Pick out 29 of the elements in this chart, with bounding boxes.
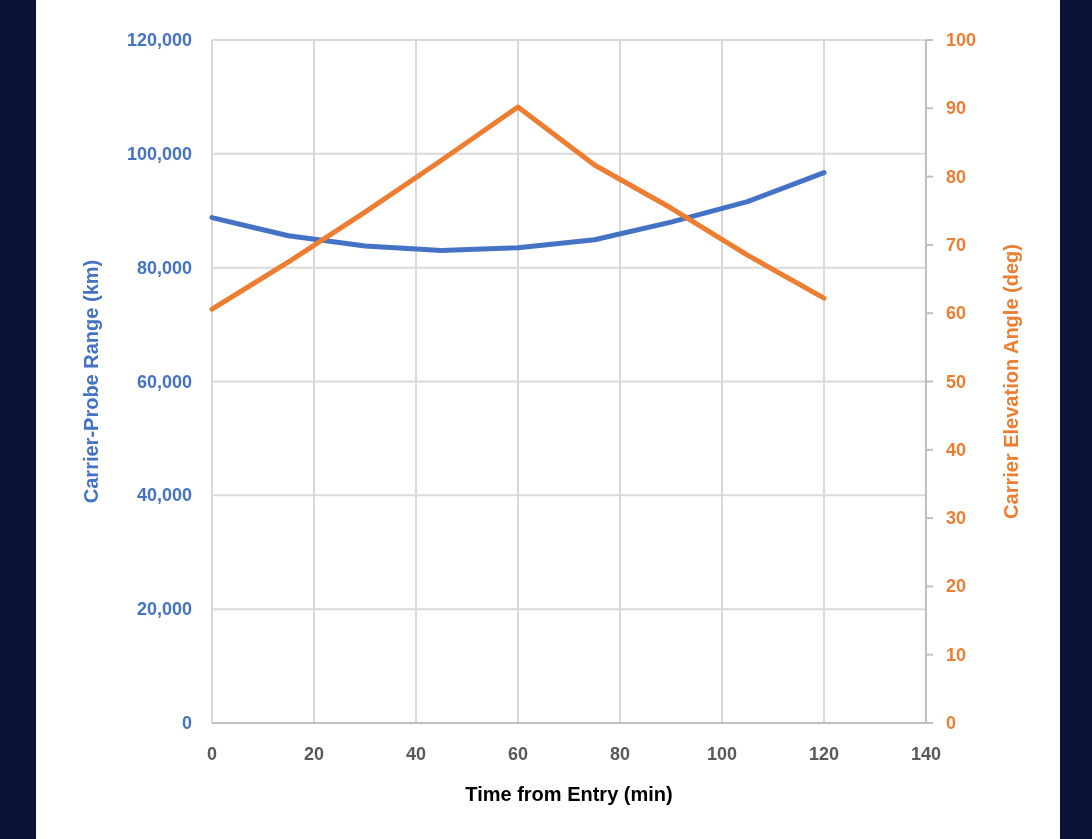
y-tick-label: 100,000 — [126, 143, 192, 164]
y2-tick-label: 100 — [946, 30, 977, 50]
y-tick-label: 40,000 — [136, 485, 192, 506]
y2-tick-label: 60 — [946, 303, 967, 324]
y2-axis-title: Carrier Elevation Angle (deg) — [1000, 244, 1022, 519]
x-tick-label: 80 — [609, 744, 631, 764]
y2-tick-label: 90 — [946, 98, 967, 119]
y2-tick-label: 0 — [946, 713, 957, 733]
x-tick-label: 140 — [910, 744, 942, 764]
y2-tick-label: 20 — [946, 576, 967, 597]
y-tick-label: 80,000 — [136, 257, 192, 278]
y2-tick-label: 30 — [946, 508, 967, 529]
x-axis-title: Time from Entry (min) — [465, 783, 673, 805]
y-tick-label: 120,000 — [126, 30, 192, 50]
y2-tick-label: 80 — [946, 166, 967, 187]
x-tick-label: 40 — [405, 744, 427, 764]
y2-tick-label: 10 — [946, 644, 967, 665]
x-tick-label: 20 — [303, 744, 325, 764]
x-tick-label: 120 — [808, 744, 840, 764]
y2-tick-label: 70 — [946, 234, 967, 255]
y2-tick-label: 40 — [946, 439, 967, 460]
y-tick-label: 20,000 — [136, 599, 192, 620]
y-axis-title: Carrier-Probe Range (km) — [80, 259, 102, 504]
y-tick-label: 60,000 — [136, 371, 192, 392]
y2-tick-label: 50 — [946, 371, 967, 392]
y-tick-label: 0 — [181, 713, 192, 733]
x-tick-label: 100 — [706, 744, 738, 764]
x-tick-label: 60 — [507, 744, 529, 764]
x-tick-label: 0 — [206, 744, 218, 764]
